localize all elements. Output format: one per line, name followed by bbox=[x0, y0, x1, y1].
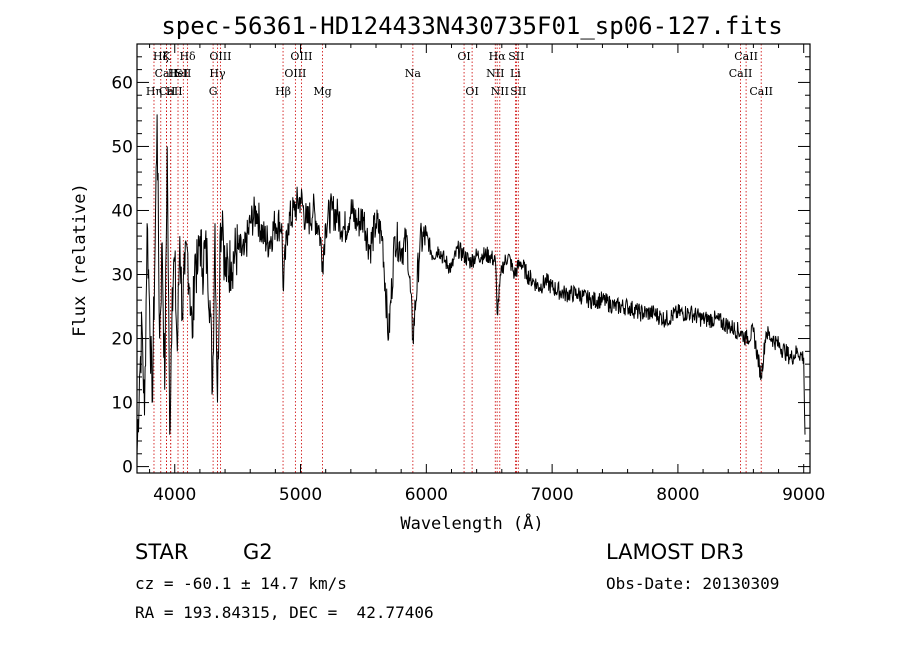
y-tick-label-1: 10 bbox=[111, 394, 133, 414]
line-label-14: OIII bbox=[284, 67, 306, 80]
x-tick-label-5: 9000 bbox=[782, 485, 825, 505]
line-label-11: G bbox=[209, 85, 218, 98]
redshift-text: cz = -60.1 ± 14.7 km/s bbox=[135, 574, 347, 593]
line-label-17: OI bbox=[457, 50, 470, 63]
line-label-0: Hζ bbox=[153, 50, 169, 63]
line-label-22: Li bbox=[510, 67, 521, 80]
y-tick-label-2: 20 bbox=[111, 330, 133, 350]
line-label-20: SII bbox=[508, 50, 524, 63]
line-label-12: Hβ bbox=[275, 85, 291, 98]
spectral-line-labels: Hζ CaII CaII K HeI Hη H Hδ SII OIII Hγ G Hβ OIII OIII M… bbox=[146, 50, 773, 98]
line-label-23: NII bbox=[491, 85, 509, 98]
survey-name: LAMOST DR3 bbox=[606, 540, 745, 564]
chart-title: spec-56361-HD124433N430735F01_sp06-127.f… bbox=[161, 12, 782, 40]
y-axis-ticks: 0 10 20 30 40 50 60 bbox=[111, 56, 810, 478]
plot-frame bbox=[136, 43, 811, 474]
y-tick-label-6: 60 bbox=[111, 73, 133, 93]
x-tick-label-0: 4000 bbox=[153, 485, 196, 505]
line-label-9: OIII bbox=[209, 50, 231, 63]
object-subclass: G2 bbox=[243, 540, 273, 564]
line-label-27: CaII bbox=[749, 85, 773, 98]
x-tick-label-4: 8000 bbox=[656, 485, 699, 505]
line-label-5: Hη bbox=[146, 85, 162, 98]
line-label-10: Hγ bbox=[209, 67, 226, 80]
y-tick-label-3: 30 bbox=[111, 266, 133, 286]
line-label-16: Na bbox=[405, 67, 422, 80]
line-label-6: H bbox=[166, 85, 176, 98]
line-label-2: CaII bbox=[159, 85, 183, 98]
obs-date-text: Obs-Date: 20130309 bbox=[606, 574, 780, 593]
line-label-26: CaII bbox=[729, 67, 753, 80]
line-label-15: Mg bbox=[313, 85, 331, 98]
line-label-25: CaII bbox=[734, 50, 758, 63]
x-tick-label-3: 7000 bbox=[530, 485, 573, 505]
x-axis-label: Wavelength (Å) bbox=[400, 512, 543, 534]
x-axis-ticks: 4000 5000 6000 7000 8000 9000 bbox=[149, 44, 825, 505]
x-tick-label-1: 5000 bbox=[279, 485, 322, 505]
line-label-19: Hα bbox=[489, 50, 507, 63]
line-label-3: K bbox=[162, 50, 171, 63]
y-tick-label-4: 40 bbox=[111, 201, 133, 221]
series-line-0 bbox=[136, 114, 806, 454]
series-layer bbox=[136, 114, 806, 454]
line-label-1: CaII bbox=[155, 67, 179, 80]
line-label-24: SII bbox=[510, 85, 526, 98]
y-axis-label: Flux (relative) bbox=[70, 183, 90, 337]
line-label-8: SII bbox=[175, 67, 191, 80]
spectral-line-markers bbox=[153, 44, 762, 473]
line-label-4: HeI bbox=[168, 67, 188, 80]
line-label-18: OI bbox=[465, 85, 478, 98]
line-label-7: Hδ bbox=[179, 50, 196, 63]
object-class: STAR bbox=[135, 540, 189, 564]
x-tick-label-2: 6000 bbox=[405, 485, 448, 505]
line-label-21: NII bbox=[486, 67, 504, 80]
coordinates-text: RA = 193.84315, DEC = 42.77406 bbox=[135, 603, 434, 622]
y-tick-label-0: 0 bbox=[122, 458, 133, 478]
y-tick-label-5: 50 bbox=[111, 137, 133, 157]
line-label-13: OIII bbox=[290, 50, 312, 63]
